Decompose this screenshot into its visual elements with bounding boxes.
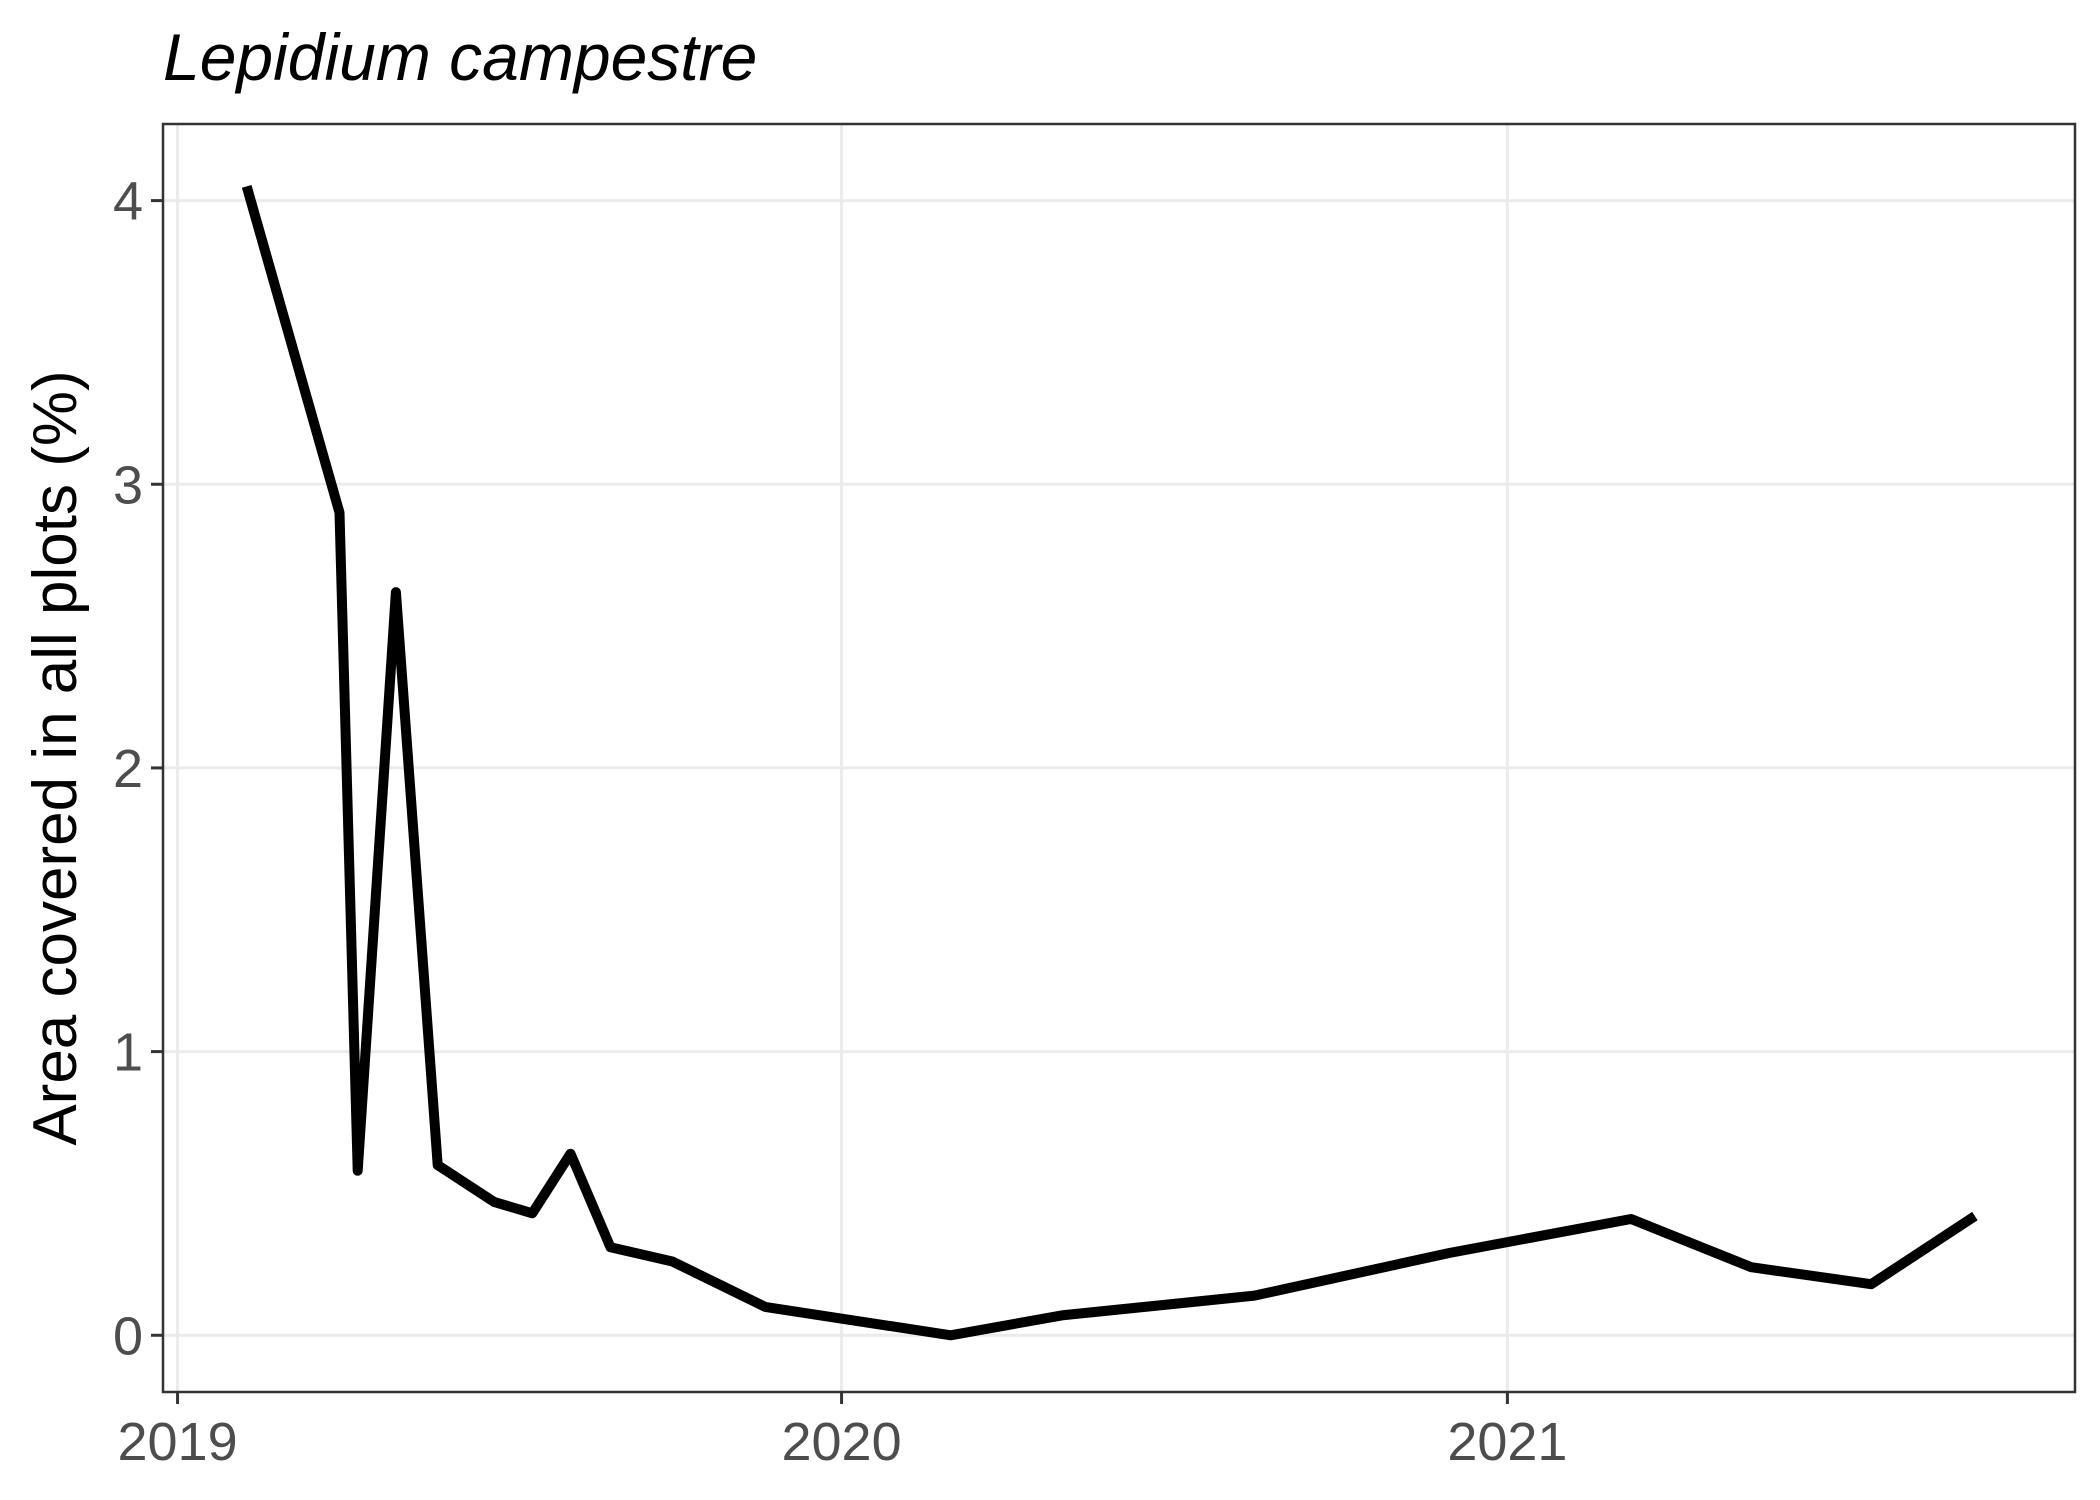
y-axis-title: Area covered in all plots (%) [21, 370, 90, 1145]
x-tick-label: 2021 [1447, 1412, 1567, 1472]
y-tick-label: 3 [113, 455, 143, 515]
chart-title: Lepidium campestre [163, 20, 757, 94]
grid-lines [163, 124, 2075, 1392]
y-tick-label: 2 [113, 739, 143, 799]
axes: 0 1 2 3 4 2019 2020 2021 [113, 172, 1568, 1472]
y-tick-label: 1 [113, 1023, 143, 1083]
y-tick-label: 0 [113, 1306, 143, 1366]
series-line [241, 185, 1978, 1341]
plot-border [161, 122, 2077, 1394]
plot-panel [163, 124, 2075, 1392]
series-layer [241, 185, 1978, 1341]
y-tick-label: 4 [113, 172, 143, 232]
x-tick-label: 2019 [117, 1412, 237, 1472]
x-tick-label: 2020 [781, 1412, 901, 1472]
